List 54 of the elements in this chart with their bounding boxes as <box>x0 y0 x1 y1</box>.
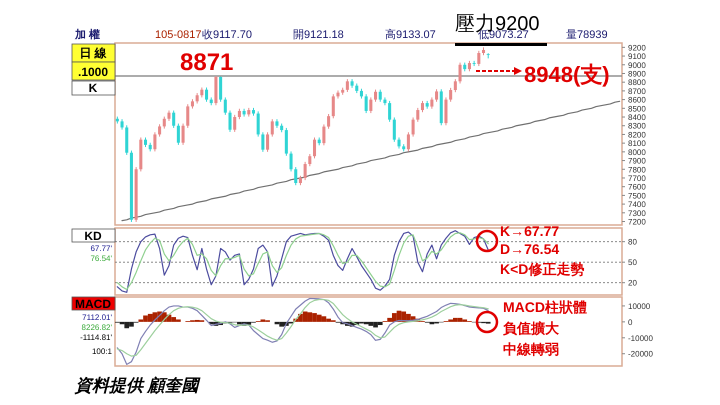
text: 量78939 <box>566 29 608 41</box>
text: 開9121.18 <box>293 29 344 41</box>
text: 資料提供 顧奎國 <box>74 376 202 395</box>
y-tick-label: 0 <box>628 318 633 327</box>
y-tick-label: 9200 <box>628 43 646 52</box>
y-tick-label: 7500 <box>628 191 646 200</box>
text: 105-0817 <box>155 29 202 41</box>
annotation: MACD柱狀體 <box>503 299 587 315</box>
y-tick-label: 8900 <box>628 69 646 78</box>
annotation: D→76.54 <box>500 241 560 257</box>
text: 高9133.07 <box>385 28 436 41</box>
y-tick-label: 7600 <box>628 182 646 192</box>
y-tick-label: 8700 <box>628 86 646 96</box>
y-tick-label: 10000 <box>628 302 651 311</box>
text: -1114.81' <box>80 333 112 342</box>
annotation: 中線轉弱 <box>503 341 559 357</box>
y-tick-label: -10000 <box>628 334 654 343</box>
y-tick-label: 7900 <box>628 156 646 166</box>
text: 7112.01' <box>82 313 112 322</box>
text: .1000 <box>78 65 108 79</box>
y-tick-label: 7800 <box>628 165 646 174</box>
y-tick-label: 80 <box>628 238 638 247</box>
y-tick-label: 8100 <box>628 139 646 148</box>
ref-line-label: 8871 <box>180 49 234 76</box>
annotation: 負值擴大 <box>503 320 560 336</box>
y-tick-label: 8400 <box>628 113 646 122</box>
y-tick-label: -20000 <box>628 350 654 359</box>
y-tick-label: 8300 <box>628 122 646 131</box>
text: 76.54' <box>90 254 112 263</box>
text: 收9117.70 <box>202 29 252 41</box>
y-tick-label: 7300 <box>628 208 646 218</box>
y-tick-label: 20 <box>628 278 638 288</box>
y-tick-label: 7200 <box>628 218 646 227</box>
text: 8226.82' <box>82 323 112 332</box>
annotation: K→67.77 <box>500 223 560 239</box>
text: 67.77' <box>90 244 112 253</box>
annotation: 8948(支) <box>524 62 610 87</box>
text: 100:1 <box>92 347 113 356</box>
y-tick-label: 8000 <box>628 148 646 157</box>
text: 加 權 <box>74 28 100 41</box>
text: K <box>88 81 98 95</box>
y-tick-label: 9100 <box>628 52 646 62</box>
annotation: K<D修正走勢 <box>500 261 584 277</box>
text: 日 線 <box>79 46 108 60</box>
y-tick-label: 7700 <box>628 174 646 183</box>
y-tick-label: 8600 <box>628 96 646 105</box>
text: KD <box>84 229 102 243</box>
y-tick-label: 50 <box>628 258 638 268</box>
y-tick-label: 8200 <box>628 130 646 140</box>
y-tick-label: 8500 <box>628 104 646 114</box>
y-tick-label: 7400 <box>628 200 646 210</box>
y-tick-label: 8800 <box>628 78 646 88</box>
text: MACD <box>75 297 112 311</box>
y-tick-label: 9000 <box>628 60 646 70</box>
